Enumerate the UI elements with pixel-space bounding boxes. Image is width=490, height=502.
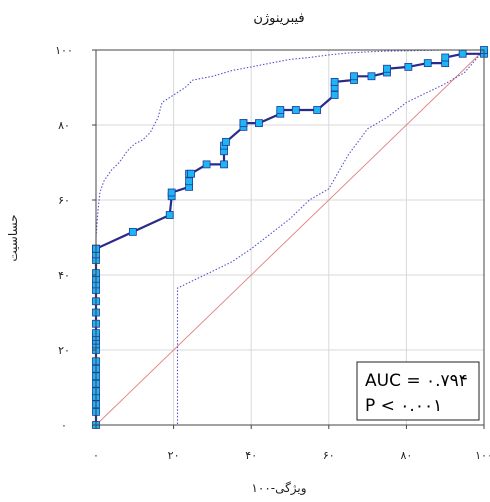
- y-tick-label: ۲۰: [58, 344, 70, 357]
- roc-point: [222, 137, 230, 146]
- reference-diagonal: [95, 49, 485, 426]
- y-axis-ticks: ۰ ۲۰ ۴۰ ۶۰ ۸۰ ۱۰۰: [55, 44, 96, 432]
- stats-box: AUC = ۰.۷۹۴ P < ۰.۰۰۱: [356, 361, 480, 421]
- roc-point: [167, 188, 176, 197]
- ci-band-line: [96, 49, 485, 426]
- y-tick-label: ۰: [61, 419, 67, 432]
- x-tick-label: ۸۰: [400, 449, 412, 462]
- roc-point: [291, 106, 300, 114]
- x-tick-label: ۴۰: [245, 449, 257, 462]
- p-value: P < ۰.۰۰۱: [365, 396, 442, 416]
- y-axis-title: حساسیت: [6, 214, 20, 261]
- roc-point: [187, 169, 195, 178]
- roc-point: [383, 64, 391, 73]
- roc-point: [202, 160, 211, 169]
- confidence-bands: [95, 49, 485, 426]
- y-tick-label: ۴۰: [58, 269, 70, 282]
- y-tick-label: ۸۰: [58, 119, 70, 132]
- stats-box-frame: [356, 361, 480, 421]
- chart-title: فیبرینوژن: [253, 11, 304, 26]
- plot-frame: [95, 49, 485, 426]
- y-tick-label: ۶۰: [58, 194, 70, 207]
- roc-point: [313, 106, 322, 114]
- x-tick-label: ۶۰: [323, 449, 335, 462]
- diagonal-line: [95, 49, 485, 426]
- x-tick-label: ۲۰: [168, 449, 180, 462]
- roc-point: [423, 59, 432, 68]
- roc-point: [165, 211, 174, 219]
- roc-point: [239, 119, 248, 128]
- roc-point: [441, 53, 450, 62]
- roc-point: [220, 160, 228, 169]
- roc-point: [458, 49, 467, 58]
- x-axis-ticks: ۰ ۲۰ ۴۰ ۶۰ ۸۰ ۱۰۰: [93, 425, 490, 462]
- x-tick-label: ۰: [93, 449, 99, 462]
- roc-point: [350, 72, 358, 81]
- roc-point: [276, 106, 285, 114]
- x-axis-title: ویژگی-۱۰۰: [251, 481, 306, 496]
- roc-point: [330, 77, 339, 86]
- roc-point: [255, 119, 263, 128]
- y-tick-label: ۱۰۰: [55, 44, 73, 57]
- roc-point: [185, 177, 194, 186]
- roc-point: [404, 62, 413, 71]
- roc-point: [128, 227, 137, 236]
- auc-value: AUC = ۰.۷۹۴: [365, 371, 468, 391]
- roc-point: [367, 72, 376, 81]
- roc-point: [330, 91, 339, 99]
- x-tick-label: ۱۰۰: [475, 449, 490, 462]
